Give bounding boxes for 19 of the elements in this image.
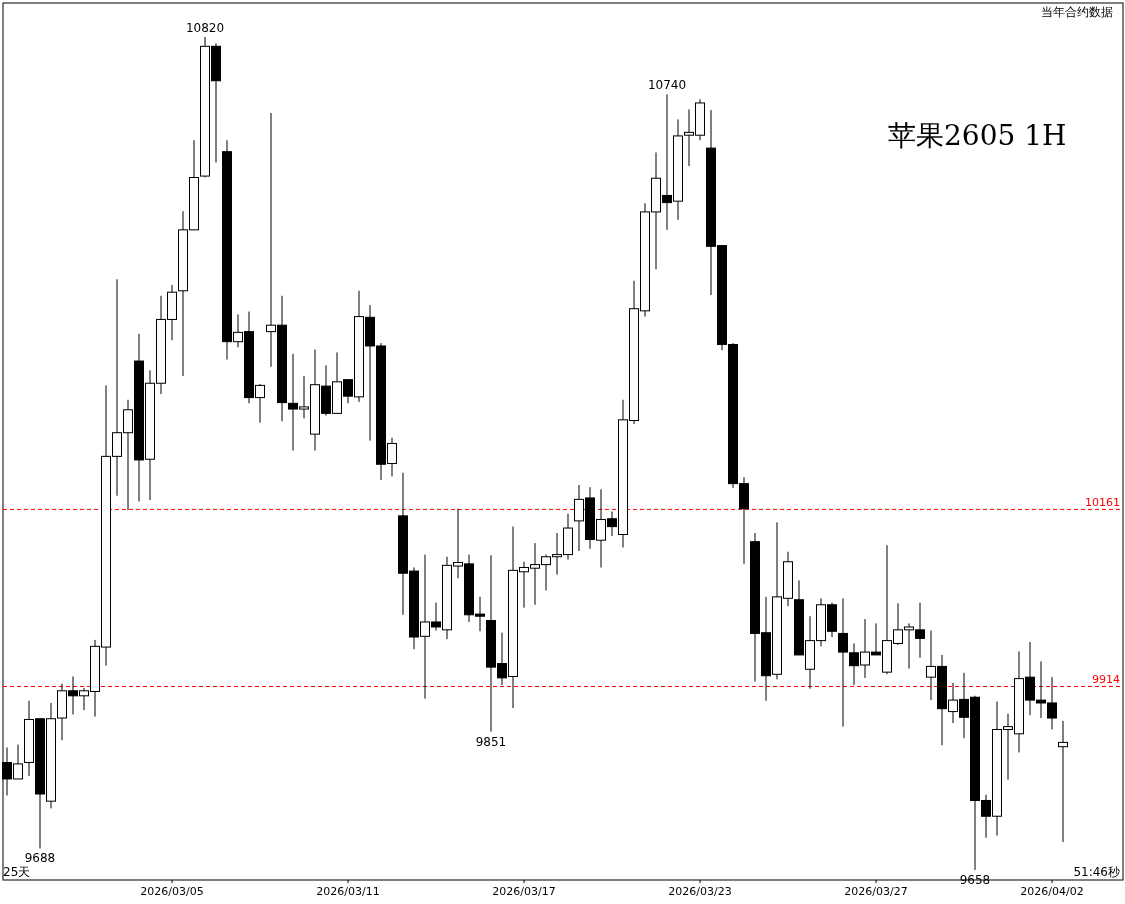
annotation: 9851 — [475, 734, 507, 749]
text: 51:46秒 — [1073, 865, 1120, 879]
annotation: 9688 — [24, 851, 56, 866]
x-tick-label: 2026/03/23 — [668, 885, 732, 898]
x-tick-label: 2026/03/05 — [140, 885, 204, 898]
ref-line: 9914 — [2, 673, 1124, 687]
ref-line-label: 9914 — [1092, 673, 1120, 687]
annotation: 25天 — [3, 865, 31, 879]
ref-line: 10161 — [2, 496, 1124, 510]
x-tick-label: 2026/03/11 — [316, 885, 380, 898]
text: 当年合约数据 — [1041, 5, 1113, 19]
ref-line-label: 10161 — [1085, 496, 1120, 510]
x-tick-label: 2026/03/27 — [844, 885, 908, 898]
annotation: 10820 — [185, 21, 225, 35]
text: 苹果2605 1H — [888, 119, 1067, 152]
annotation: 9658 — [959, 873, 991, 887]
x-tick-label: 2026/04/02 — [1020, 885, 1084, 898]
x-tick-label: 2026/03/17 — [492, 885, 556, 898]
annotation: 10740 — [647, 78, 687, 93]
